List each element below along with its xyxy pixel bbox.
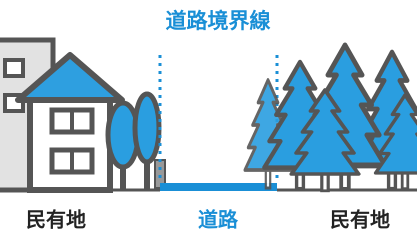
- page: 道路境界線 民有地 道路 民有地 (() => { const data = J…: [0, 0, 417, 240]
- houses: [0, 40, 165, 190]
- road: [160, 183, 277, 191]
- land-label: 民有地: [26, 208, 86, 232]
- boundary-title: 道路境界線: [166, 9, 271, 33]
- land-label: 民有地: [330, 208, 390, 232]
- forest: [245, 45, 417, 191]
- illustration: 道路境界線 民有地 道路 民有地: [0, 0, 417, 240]
- road-label: 道路: [198, 208, 239, 232]
